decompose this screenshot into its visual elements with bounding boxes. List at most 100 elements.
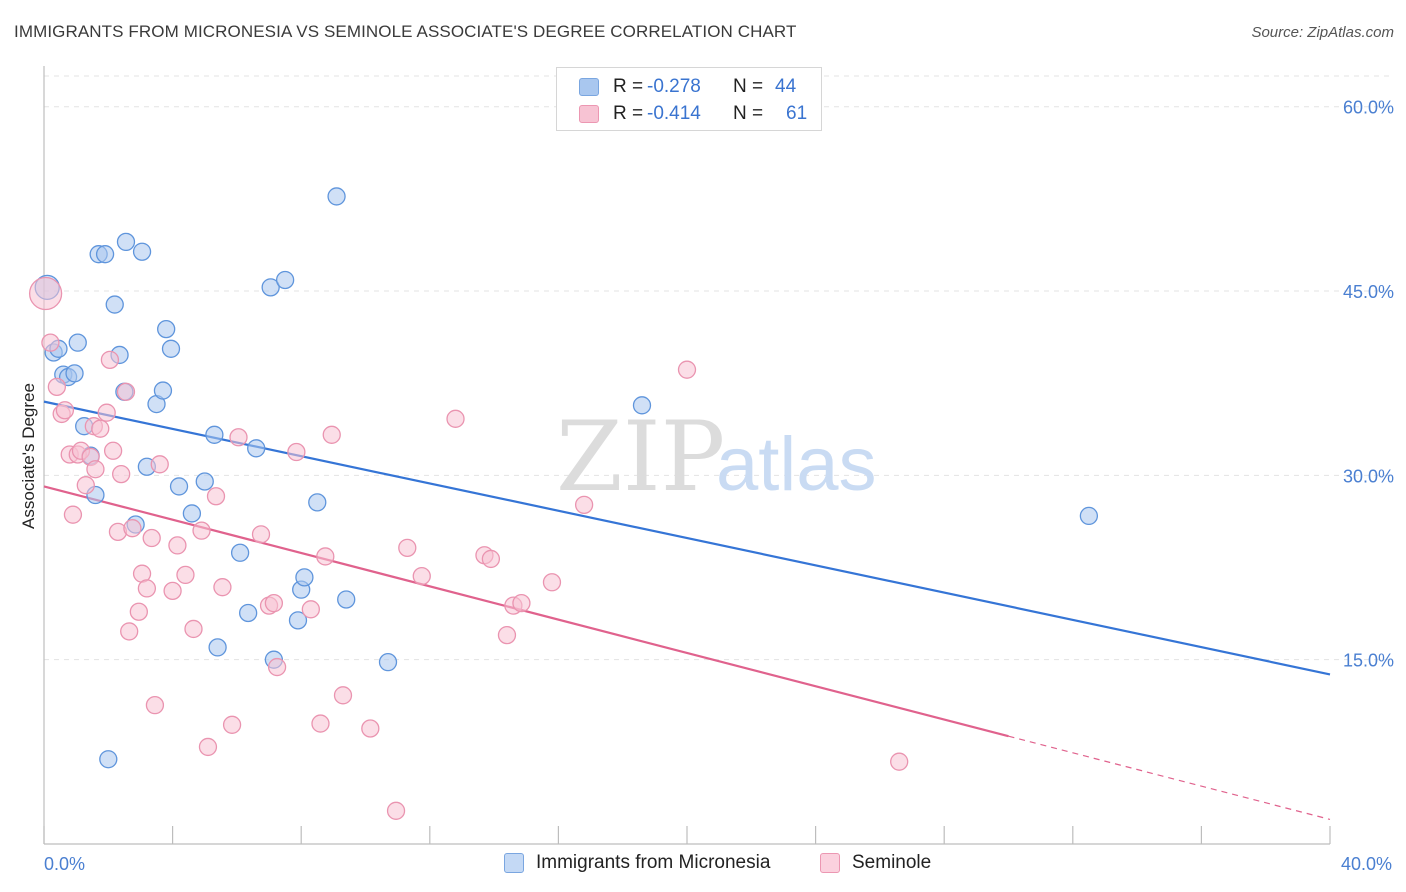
- point-micronesia: [68, 333, 87, 352]
- legend-label-seminole: Seminole: [852, 852, 932, 873]
- watermark-zip: ZIP: [556, 401, 725, 513]
- point-seminole: [150, 455, 169, 474]
- point-seminole: [412, 566, 431, 586]
- point-micronesia: [247, 439, 266, 458]
- point-seminole: [116, 382, 136, 401]
- y-tick-label: 15.0%: [1343, 651, 1394, 671]
- point-seminole: [145, 695, 165, 715]
- point-seminole: [176, 565, 195, 585]
- point-seminole: [198, 737, 218, 757]
- point-micronesia: [161, 339, 181, 358]
- point-seminole: [163, 581, 182, 601]
- legend-r-value: -0.414: [647, 103, 701, 124]
- legend-r-value: -0.278: [647, 76, 701, 97]
- point-micronesia: [1079, 506, 1099, 526]
- y-tick-label: 30.0%: [1343, 466, 1394, 486]
- point-seminole: [86, 460, 105, 479]
- point-seminole: [129, 602, 148, 621]
- legend-item-seminole: Seminole: [820, 852, 931, 874]
- watermark-atlas: atlas: [716, 422, 877, 507]
- point-seminole: [28, 276, 63, 311]
- point-micronesia: [230, 543, 250, 562]
- legend-r-label: R =: [613, 103, 644, 124]
- point-seminole: [386, 801, 406, 820]
- point-seminole: [103, 441, 123, 460]
- point-seminole: [311, 714, 330, 733]
- point-seminole: [264, 594, 284, 613]
- point-seminole: [446, 409, 465, 428]
- point-micronesia: [105, 295, 124, 314]
- point-seminole: [55, 401, 75, 420]
- point-seminole: [206, 487, 226, 506]
- point-seminole: [287, 442, 306, 462]
- gridlines: [44, 75, 1394, 661]
- point-micronesia: [208, 638, 227, 657]
- legend-row-seminole: R = -0.414 N = 61: [579, 102, 807, 126]
- point-micronesia: [275, 270, 295, 290]
- point-micronesia: [205, 425, 224, 444]
- point-micronesia: [632, 396, 652, 415]
- legend-n-label: N =: [733, 76, 764, 97]
- point-seminole: [100, 350, 120, 370]
- point-micronesia: [308, 493, 327, 512]
- point-micronesia: [157, 319, 176, 339]
- point-seminole: [890, 752, 909, 771]
- point-seminole: [267, 657, 287, 677]
- legend-swatch-micronesia: [579, 78, 599, 96]
- point-seminole: [497, 625, 517, 645]
- data-points: [28, 187, 1099, 820]
- point-micronesia: [195, 472, 214, 491]
- point-seminole: [76, 476, 95, 495]
- source-label: Source: ZipAtlas.com: [1251, 24, 1394, 41]
- point-micronesia: [337, 590, 356, 609]
- point-micronesia: [116, 232, 136, 252]
- point-seminole: [97, 403, 116, 422]
- point-micronesia: [327, 187, 346, 206]
- trend-line-extension: [1008, 735, 1331, 821]
- point-seminole: [120, 622, 139, 641]
- point-seminole: [251, 525, 271, 544]
- point-micronesia: [132, 242, 152, 261]
- chart-title: IMMIGRANTS FROM MICRONESIA VS SEMINOLE A…: [14, 22, 797, 41]
- point-seminole: [184, 619, 203, 639]
- point-seminole: [322, 425, 341, 444]
- point-seminole: [301, 600, 320, 619]
- point-micronesia: [288, 611, 308, 630]
- point-micronesia: [169, 477, 189, 496]
- point-seminole: [398, 538, 417, 558]
- point-micronesia: [95, 245, 115, 264]
- point-micronesia: [261, 278, 280, 297]
- point-seminole: [112, 464, 131, 484]
- trend-line: [43, 485, 1009, 738]
- point-seminole: [137, 579, 157, 598]
- y-tick-label: 45.0%: [1343, 282, 1394, 302]
- legend-n-value: 61: [786, 103, 808, 124]
- point-micronesia: [378, 652, 398, 672]
- point-micronesia: [295, 568, 314, 587]
- legend-n-value: 44: [775, 76, 797, 97]
- stats-legend: R = -0.278 N = 44 R = -0.414 N = 61: [556, 67, 822, 131]
- point-micronesia: [65, 364, 84, 383]
- point-seminole: [316, 547, 335, 566]
- point-seminole: [542, 573, 562, 592]
- point-seminole: [333, 686, 353, 705]
- point-seminole: [47, 377, 67, 397]
- legend-r-label: R =: [613, 76, 644, 97]
- legend-row-micronesia: R = -0.278 N = 44: [579, 75, 796, 99]
- legend-swatch-seminole: [579, 105, 599, 123]
- point-seminole: [91, 419, 110, 438]
- point-seminole: [192, 521, 211, 540]
- point-micronesia: [182, 504, 202, 523]
- point-seminole: [222, 715, 242, 734]
- point-seminole: [512, 594, 531, 613]
- x-tick-label: 40.0%: [1341, 854, 1392, 874]
- point-seminole: [361, 719, 380, 738]
- point-seminole: [123, 519, 142, 538]
- legend-swatch-micronesia: [504, 853, 524, 873]
- legend-n-label: N =: [733, 103, 764, 124]
- point-micronesia: [153, 381, 173, 400]
- legend-swatch-seminole: [820, 853, 840, 873]
- point-seminole: [229, 428, 248, 447]
- legend-item-micronesia: Immigrants from Micronesia: [504, 852, 770, 874]
